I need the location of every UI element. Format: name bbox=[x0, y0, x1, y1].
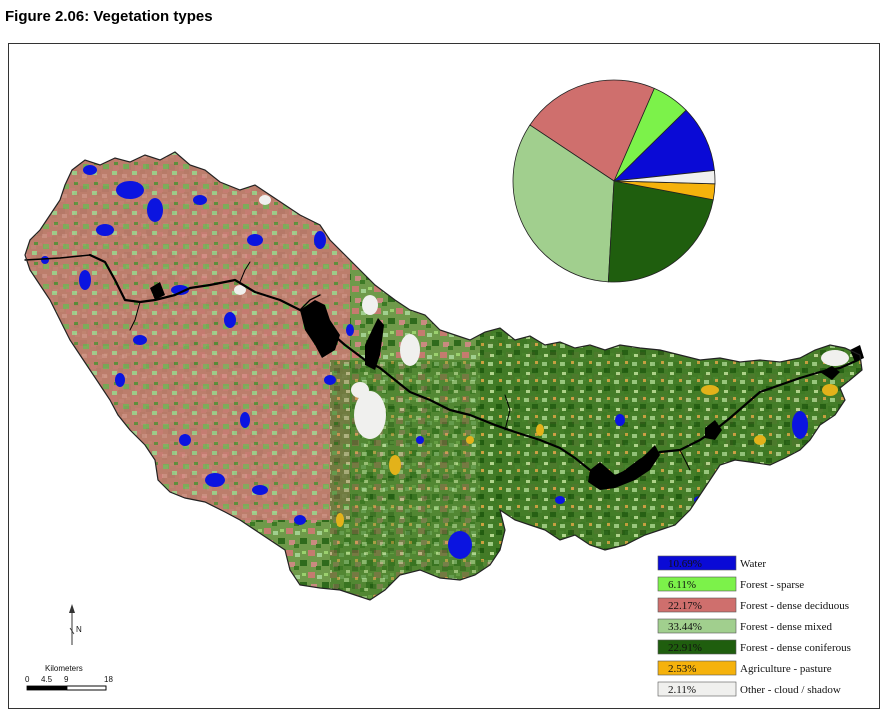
scale-tick: 4.5 bbox=[41, 675, 53, 684]
legend-swatch bbox=[657, 597, 737, 613]
legend-swatch bbox=[657, 618, 737, 634]
figure-title: Figure 2.06: Vegetation types bbox=[5, 8, 213, 25]
pie-slice-water bbox=[612, 109, 715, 182]
legend-percent: 10.69% bbox=[668, 558, 702, 570]
pie-chart bbox=[512, 79, 716, 283]
pie-slice-other-cloud-shadow bbox=[613, 170, 716, 185]
legend-swatch bbox=[657, 639, 737, 655]
scale-tick: 18 bbox=[104, 675, 113, 684]
legend: 10.69% Water 6.11% Forest - sparse 22.17% For… bbox=[657, 555, 851, 697]
legend-swatch bbox=[657, 681, 737, 697]
scale-tick: 0 bbox=[25, 675, 30, 684]
scale-bar: Kilometers 0 4.5 9 18 bbox=[25, 664, 113, 691]
legend-swatch bbox=[657, 576, 737, 592]
legend-label: Other - cloud / shadow bbox=[740, 684, 841, 696]
scale-tick: 9 bbox=[64, 675, 69, 684]
legend-percent: 2.53% bbox=[668, 663, 696, 675]
legend-label: Agriculture - pasture bbox=[740, 663, 832, 675]
scale-bar-title: Kilometers bbox=[45, 664, 83, 673]
basin-map bbox=[24, 151, 864, 601]
pie-slice-forest-dense-coniferous bbox=[607, 180, 714, 283]
pie-slice-forest-dense-mixed bbox=[512, 124, 615, 283]
legend-label: Forest - dense deciduous bbox=[740, 600, 849, 612]
legend-percent: 22.17% bbox=[668, 600, 702, 612]
legend-label: Water bbox=[740, 558, 766, 570]
legend-percent: 33.44% bbox=[668, 621, 702, 633]
legend-percent: 22.91% bbox=[668, 642, 702, 654]
north-arrow-icon: N bbox=[69, 604, 82, 645]
legend-swatch bbox=[657, 555, 737, 571]
legend-percent: 6.11% bbox=[668, 579, 696, 591]
legend-label: Forest - dense mixed bbox=[740, 621, 832, 633]
legend-swatch bbox=[657, 660, 737, 676]
north-label: N bbox=[76, 625, 82, 634]
legend-label: Forest - dense coniferous bbox=[740, 642, 851, 654]
legend-label: Forest - sparse bbox=[740, 579, 804, 591]
pie-slice-forest-dense-deciduous bbox=[529, 79, 655, 182]
legend-percent: 2.11% bbox=[668, 684, 696, 696]
